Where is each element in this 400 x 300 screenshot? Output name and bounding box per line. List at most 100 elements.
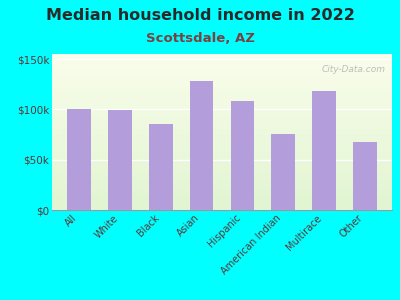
Bar [52, 124, 392, 126]
Bar [52, 177, 392, 179]
Bar [52, 80, 392, 82]
Bar [52, 135, 392, 137]
Bar [52, 90, 392, 92]
Bar [52, 129, 392, 130]
Text: Scottsdale, AZ: Scottsdale, AZ [146, 32, 254, 44]
Bar [52, 151, 392, 152]
Bar [52, 93, 392, 94]
Bar [52, 171, 392, 172]
Bar [52, 165, 392, 166]
Bar [149, 124, 173, 210]
Bar [52, 197, 392, 199]
Bar [52, 207, 392, 208]
Bar [52, 115, 392, 116]
Bar [68, 110, 91, 210]
Bar [52, 168, 392, 170]
Bar [52, 145, 392, 146]
Bar [52, 134, 392, 135]
Bar [52, 194, 392, 196]
Bar [52, 112, 392, 113]
Bar [52, 106, 392, 107]
Bar [52, 107, 392, 109]
Bar [353, 142, 376, 210]
Bar [52, 182, 392, 184]
Bar [52, 138, 392, 140]
Bar [52, 68, 392, 70]
Bar [52, 184, 392, 185]
Bar [52, 110, 392, 112]
Bar [52, 60, 392, 62]
Bar [52, 188, 392, 190]
Bar [52, 155, 392, 157]
Bar [52, 185, 392, 187]
Bar [52, 109, 392, 110]
Bar [52, 87, 392, 88]
Bar [52, 196, 392, 197]
Bar [52, 65, 392, 67]
Bar [52, 96, 392, 98]
Bar [52, 148, 392, 149]
Bar [52, 160, 392, 162]
Bar [52, 88, 392, 90]
Bar [52, 163, 392, 165]
Bar [52, 121, 392, 123]
Bar [52, 62, 392, 63]
Bar [52, 101, 392, 102]
Bar [312, 91, 336, 210]
Bar [52, 63, 392, 65]
Bar [52, 162, 392, 163]
Bar [52, 190, 392, 191]
Bar [52, 119, 392, 121]
Bar [52, 140, 392, 141]
Bar [52, 116, 392, 118]
Bar [52, 169, 392, 171]
Bar [52, 84, 392, 85]
Bar [52, 157, 392, 158]
Bar [52, 98, 392, 99]
Bar [52, 166, 392, 168]
Text: City-Data.com: City-Data.com [321, 65, 385, 74]
Bar [52, 113, 392, 115]
Bar [52, 67, 392, 68]
Bar [52, 149, 392, 151]
Bar [52, 92, 392, 93]
Bar [52, 57, 392, 59]
Bar [52, 74, 392, 76]
Bar [52, 143, 392, 145]
Bar [52, 85, 392, 87]
Bar [52, 154, 392, 155]
Bar [52, 205, 392, 207]
Bar [52, 179, 392, 180]
Bar [52, 158, 392, 160]
Bar [52, 187, 392, 188]
Bar [52, 71, 392, 73]
Bar [52, 202, 392, 204]
Bar [52, 193, 392, 194]
Bar [52, 208, 392, 210]
Bar [52, 79, 392, 80]
Bar [52, 176, 392, 177]
Bar [52, 59, 392, 60]
Bar [52, 73, 392, 74]
Bar [52, 180, 392, 182]
Bar [52, 56, 392, 57]
Bar [52, 191, 392, 193]
Text: Median household income in 2022: Median household income in 2022 [46, 8, 354, 22]
Bar [52, 54, 392, 56]
Bar [52, 123, 392, 124]
Bar [52, 126, 392, 127]
Bar [52, 118, 392, 119]
Bar [52, 141, 392, 143]
Bar [52, 132, 392, 134]
Bar [52, 152, 392, 154]
Bar [52, 127, 392, 129]
Bar [52, 130, 392, 132]
Bar [52, 199, 392, 201]
Bar [52, 77, 392, 79]
Bar [52, 99, 392, 101]
Bar [52, 102, 392, 104]
Bar [52, 94, 392, 96]
Bar [52, 137, 392, 138]
Bar [52, 104, 392, 106]
Bar [52, 174, 392, 176]
